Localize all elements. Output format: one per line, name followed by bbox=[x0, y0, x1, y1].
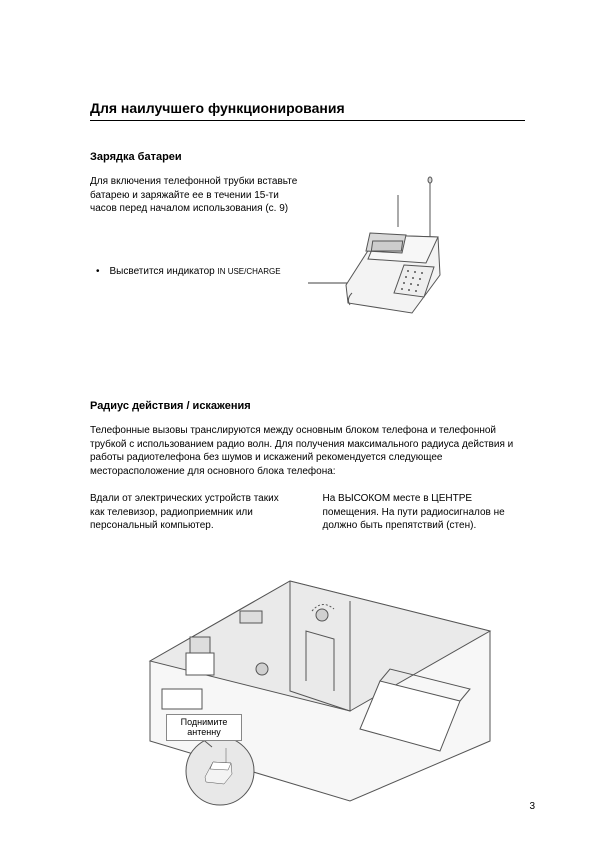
bullet-small: IN USE/CHARGE bbox=[217, 267, 280, 276]
bullet-icon: • bbox=[96, 266, 100, 277]
room-illustration bbox=[90, 541, 510, 811]
bullet-prefix: Высветится индикатор bbox=[110, 266, 218, 277]
page-title: Для наилучшего функционирования bbox=[90, 100, 525, 116]
section1-bullet: • Высветится индикатор IN USE/CHARGE bbox=[90, 266, 300, 277]
phone-illustration bbox=[308, 175, 468, 330]
bullet-text: Высветится индикатор IN USE/CHARGE bbox=[110, 266, 281, 277]
section1-heading: Зарядка батареи bbox=[90, 151, 525, 163]
page-number: 3 bbox=[529, 801, 535, 812]
section2-col-right: На ВЫСОКОМ месте в ЦЕНТРЕ помещения. На … bbox=[323, 492, 526, 533]
section2-heading: Радиус действия / искажения bbox=[90, 400, 525, 412]
section2-paragraph: Телефонные вызовы транслируются между ос… bbox=[90, 424, 525, 478]
title-rule bbox=[90, 120, 525, 121]
section2-col-left: Вдали от электрических устройств таких к… bbox=[90, 492, 293, 533]
callout-raise-antenna: Поднимите антенну bbox=[166, 714, 242, 742]
section1-paragraph: Для включения телефонной трубки вставьте… bbox=[90, 175, 300, 216]
room-illustration-container: Поднимите антенну bbox=[90, 541, 525, 811]
